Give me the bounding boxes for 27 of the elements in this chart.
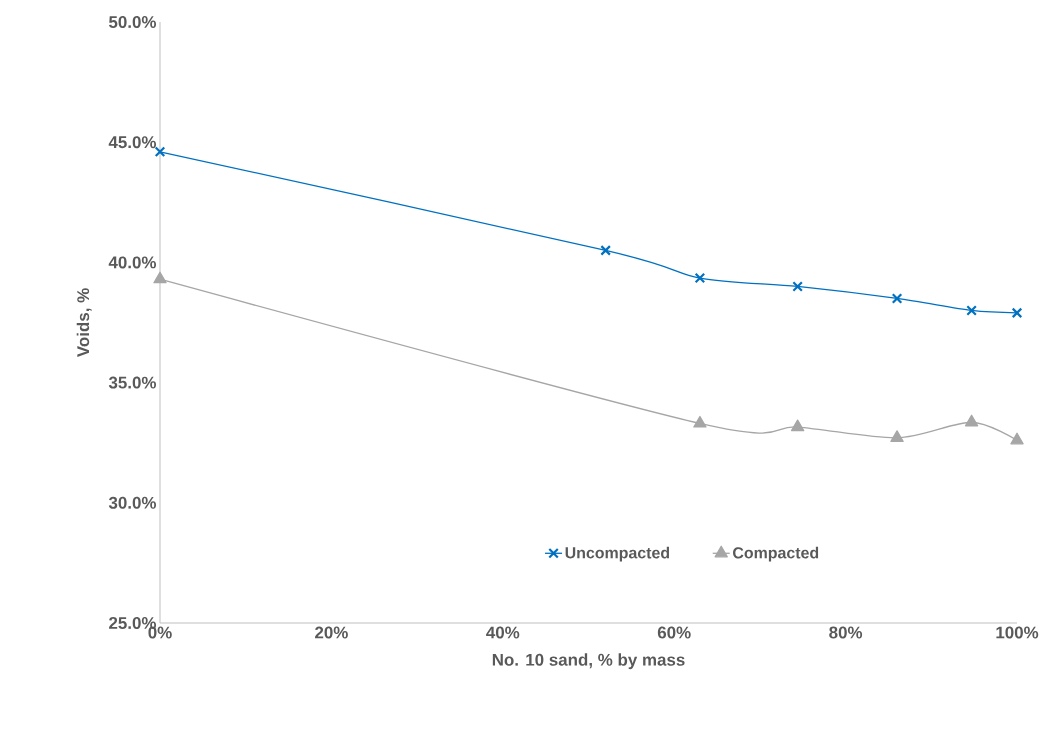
x-tick-label: 100% bbox=[996, 626, 1039, 639]
point bbox=[792, 281, 803, 292]
legend-label: Compacted bbox=[733, 546, 819, 562]
point bbox=[1011, 307, 1023, 319]
y-tick-label: 45.0% bbox=[108, 136, 157, 149]
point bbox=[1010, 432, 1024, 445]
point bbox=[693, 415, 707, 428]
point bbox=[790, 419, 805, 432]
y-tick-label: 50.0% bbox=[108, 15, 157, 28]
x-tick-label: 80% bbox=[829, 626, 863, 639]
x-tick-label: 20% bbox=[315, 626, 348, 639]
y-tick-label: 35.0% bbox=[108, 376, 157, 389]
y-tick-label: 30.0% bbox=[108, 496, 157, 509]
point bbox=[890, 430, 904, 443]
point bbox=[694, 272, 706, 284]
point bbox=[891, 293, 903, 304]
x-tick-label: 60% bbox=[657, 626, 691, 639]
x-tick-label: 40% bbox=[486, 626, 520, 639]
point bbox=[154, 146, 166, 158]
point bbox=[600, 245, 611, 256]
y-axis-title: Voids, % bbox=[76, 288, 92, 358]
point bbox=[966, 305, 977, 316]
point bbox=[964, 414, 979, 427]
x-axis-title: No. 10 sand, % by mass bbox=[492, 653, 685, 670]
legend-label: Uncompacted bbox=[565, 546, 670, 562]
point bbox=[153, 271, 167, 284]
y-tick-label: 40.0% bbox=[108, 256, 157, 269]
